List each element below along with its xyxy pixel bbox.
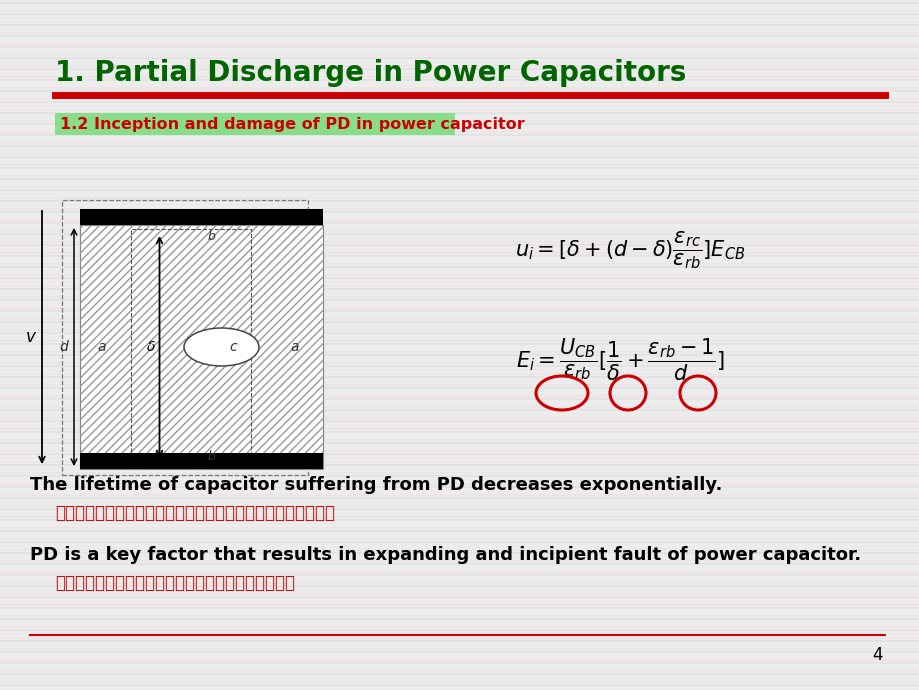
Text: 1. Partial Discharge in Power Capacitors: 1. Partial Discharge in Power Capacitors [55,59,686,87]
Text: 1.2 Inception and damage of PD in power capacitor: 1.2 Inception and damage of PD in power … [60,117,524,132]
Bar [62,200,308,475]
Text: b: b [208,451,215,464]
Text: v: v [26,328,36,346]
Text: a: a [97,340,106,354]
Bar [80,209,323,225]
Text: 4: 4 [872,646,882,664]
Text: $E_i = \dfrac{U_{CB}}{\varepsilon_{rb}}[\dfrac{1}{\delta} + \dfrac{\varepsilon_{: $E_i = \dfrac{U_{CB}}{\varepsilon_{rb}}[… [515,337,723,383]
Text: b: b [208,230,215,244]
Text: $u_i = [\delta + (d - \delta)\dfrac{\varepsilon_{rc}}{\varepsilon_{rb}}]E_{CB}$: $u_i = [\delta + (d - \delta)\dfrac{\var… [515,229,744,271]
Bar [80,225,323,469]
Text: c: c [230,340,237,354]
Bar [80,453,323,469]
Text: −: − [290,457,301,470]
Text: d: d [60,340,68,354]
Text: The lifetime of capacitor suffering from PD decreases exponentially.: The lifetime of capacitor suffering from… [30,476,721,494]
Text: +: + [290,208,301,221]
Text: 局部放电是造成电容器膨胀和早期损坏的一个重要因素: 局部放电是造成电容器膨胀和早期损坏的一个重要因素 [55,574,295,592]
Text: 在局部放电作用下，寿命是随着电场的增加而呈指数形式下降的: 在局部放电作用下，寿命是随着电场的增加而呈指数形式下降的 [55,504,335,522]
Bar [131,229,251,465]
Bar [55,113,455,135]
Bar [80,225,323,469]
Ellipse shape [184,328,259,366]
Text: a: a [290,340,299,354]
Text: PD is a key factor that results in expanding and incipient fault of power capaci: PD is a key factor that results in expan… [30,546,860,564]
Text: $\delta$: $\delta$ [145,340,155,354]
